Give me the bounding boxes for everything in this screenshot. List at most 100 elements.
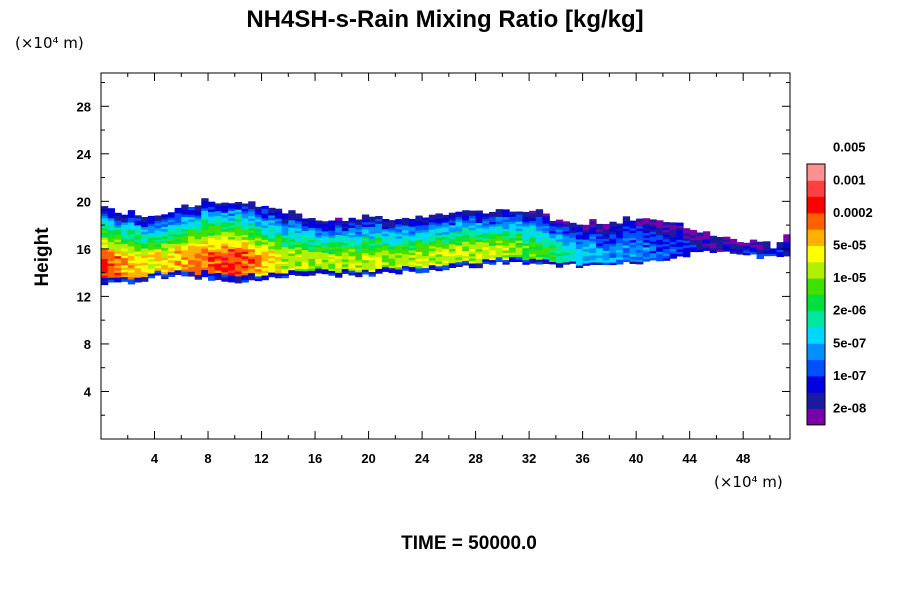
field-cell <box>281 225 289 229</box>
field-cell <box>642 242 651 245</box>
field-cell <box>649 240 657 244</box>
field-cell <box>261 229 269 233</box>
field-cell <box>388 258 396 262</box>
field-cell <box>194 260 202 264</box>
field-cell <box>442 262 450 266</box>
field-cell <box>328 256 336 260</box>
field-cell <box>201 245 209 249</box>
field-cell <box>683 228 691 232</box>
field-cell <box>194 217 202 221</box>
field-cell <box>455 237 463 241</box>
field-cell <box>194 264 202 268</box>
field-cell <box>355 233 363 237</box>
field-cell <box>194 219 202 223</box>
field-cell <box>127 281 136 285</box>
field-cell <box>248 244 256 248</box>
field-cell <box>408 242 416 246</box>
field-cell <box>241 217 249 221</box>
field-cell <box>763 253 771 257</box>
field-cell <box>529 255 537 259</box>
field-cell <box>274 225 283 229</box>
field-cell <box>475 210 483 214</box>
field-cell <box>295 239 303 243</box>
field-cell <box>422 250 430 254</box>
field-cell <box>121 257 129 261</box>
x-axis-unit: (×10⁴ m) <box>714 473 783 491</box>
field-cell <box>696 249 704 253</box>
field-cell <box>301 244 309 248</box>
field-cell <box>636 251 644 255</box>
field-cell <box>141 245 149 249</box>
field-cell <box>602 224 610 227</box>
field-cell <box>368 269 376 272</box>
field-cell <box>174 245 182 249</box>
field-cell <box>221 243 229 246</box>
field-cell <box>335 272 343 276</box>
field-cell <box>522 228 530 232</box>
field-cell <box>616 244 624 248</box>
field-cell <box>529 260 537 264</box>
field-cell <box>241 260 249 264</box>
field-cell <box>495 223 503 227</box>
field-cell <box>642 237 651 241</box>
field-cell <box>408 230 416 234</box>
field-cell <box>515 240 523 243</box>
field-cell <box>361 243 370 246</box>
field-cell <box>101 272 109 276</box>
field-cell <box>455 216 463 220</box>
field-cell <box>509 256 517 260</box>
field-cell <box>602 262 610 266</box>
field-cell <box>462 210 470 214</box>
field-cell <box>442 222 450 225</box>
field-cell <box>248 272 256 276</box>
field-cell <box>328 272 336 276</box>
field-cell <box>495 254 503 258</box>
field-cell <box>683 235 691 239</box>
field-cell <box>154 248 162 252</box>
field-cell <box>395 269 403 272</box>
field-cell <box>509 225 517 229</box>
field-cell <box>107 260 115 264</box>
field-cell <box>234 209 243 213</box>
field-cell <box>174 215 182 218</box>
field-cell <box>341 230 350 234</box>
field-cell <box>127 214 136 218</box>
field-cell <box>649 228 657 232</box>
field-cell <box>522 216 530 220</box>
field-cell <box>147 225 156 229</box>
field-cell <box>442 236 450 240</box>
field-cell <box>355 267 363 270</box>
field-cell <box>535 230 544 234</box>
field-cell <box>743 252 751 256</box>
field-cell <box>114 274 122 278</box>
field-cell <box>107 208 115 212</box>
field-cell <box>308 260 316 264</box>
field-cell <box>609 233 617 237</box>
field-cell <box>348 222 356 226</box>
field-cell <box>174 241 182 245</box>
field-cell <box>535 237 544 241</box>
field-cell <box>495 256 503 260</box>
field-cell <box>254 235 263 239</box>
field-cell <box>415 267 423 271</box>
field-cell <box>408 252 416 256</box>
field-cell <box>194 276 202 280</box>
field-cell <box>428 217 437 221</box>
field-cell <box>709 240 717 244</box>
field-cell <box>422 236 430 240</box>
field-cell <box>107 210 115 214</box>
field-cell <box>562 221 570 225</box>
field-cell <box>562 237 570 241</box>
field-cell <box>622 233 631 236</box>
field-cell <box>201 210 209 214</box>
field-cell <box>582 243 590 247</box>
field-cell <box>629 230 637 234</box>
field-cell <box>629 256 637 260</box>
field-cell <box>388 248 396 252</box>
field-cell <box>201 250 209 254</box>
field-cell <box>783 253 791 257</box>
field-cell <box>268 233 276 237</box>
field-cell <box>201 248 209 252</box>
field-cell <box>107 212 115 216</box>
field-cell <box>375 223 383 227</box>
